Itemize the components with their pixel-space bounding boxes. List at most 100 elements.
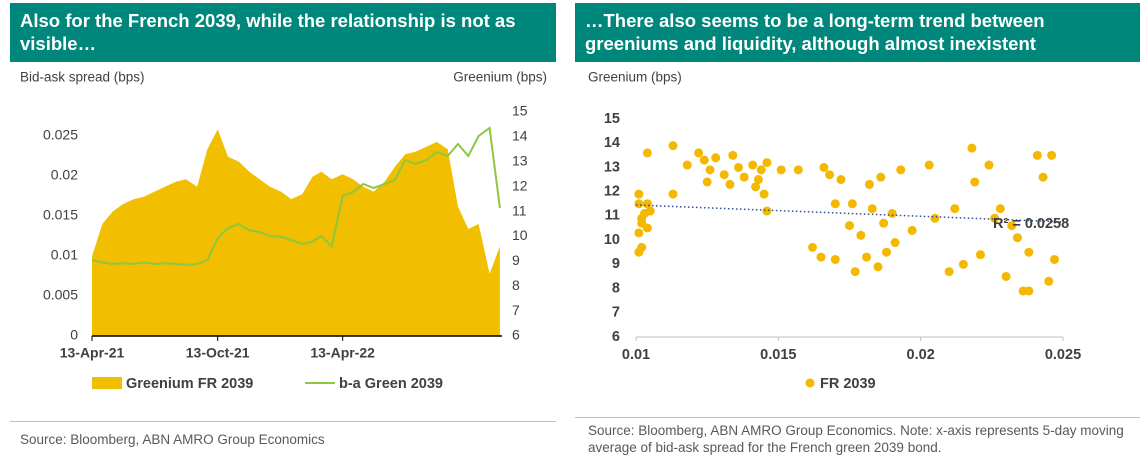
y-tick-label: 14 xyxy=(604,135,620,151)
point xyxy=(867,204,877,214)
y2-tick-label: 9 xyxy=(512,252,520,268)
point xyxy=(879,218,889,228)
y2-tick-label: 12 xyxy=(512,177,528,193)
point xyxy=(1001,271,1011,281)
point xyxy=(825,170,835,180)
chart-title: Also for the French 2039, while the rela… xyxy=(10,3,556,62)
point xyxy=(751,182,761,192)
point xyxy=(862,252,872,262)
point xyxy=(728,150,738,160)
y-tick-label: 6 xyxy=(612,329,620,345)
point xyxy=(702,177,712,187)
point xyxy=(907,225,917,235)
point xyxy=(845,221,854,231)
separator xyxy=(575,417,1140,418)
y-tick-label: 9 xyxy=(612,256,620,272)
y-tick-label: 12 xyxy=(604,183,620,199)
x-tick-label: 13-Apr-22 xyxy=(310,345,375,361)
point xyxy=(887,208,897,218)
legend-label: b-a Green 2039 xyxy=(339,376,443,392)
point xyxy=(924,160,934,170)
point xyxy=(995,204,1005,214)
point xyxy=(836,175,846,185)
x-tick-label: 0.025 xyxy=(1045,347,1081,363)
point xyxy=(1038,172,1048,182)
trendline xyxy=(635,204,1064,223)
source-note: Source: Bloomberg, ABN AMRO Group Econom… xyxy=(588,423,1124,455)
point xyxy=(668,189,678,199)
point xyxy=(711,153,721,163)
point xyxy=(1012,233,1022,243)
point xyxy=(819,162,829,172)
line xyxy=(91,126,501,266)
point xyxy=(807,242,817,252)
point xyxy=(748,160,758,170)
y-tick-label: 11 xyxy=(605,208,620,224)
y2-tick-label: 13 xyxy=(512,152,528,168)
area xyxy=(92,129,500,336)
point xyxy=(873,262,883,272)
y-tick-label: 0.02 xyxy=(51,167,78,183)
legend-label: Greenium FR 2039 xyxy=(126,376,253,392)
point xyxy=(759,189,769,199)
y-tick-label: 7 xyxy=(612,305,620,321)
point xyxy=(967,143,977,153)
point xyxy=(847,199,857,209)
point xyxy=(739,172,749,182)
point xyxy=(756,165,766,175)
point xyxy=(705,165,715,175)
point xyxy=(896,165,906,175)
point xyxy=(950,204,960,214)
x-tick-label: 0.015 xyxy=(760,347,796,363)
legend-label: FR 2039 xyxy=(820,376,876,392)
annotation: R² = 0.0258 xyxy=(993,216,1069,232)
point xyxy=(1024,247,1034,257)
point xyxy=(699,155,709,165)
chart-title: …There also seems to be a long-term tren… xyxy=(575,3,1140,62)
point xyxy=(634,199,644,209)
point xyxy=(1049,254,1059,264)
x-tick-label: 13-Apr-21 xyxy=(60,345,125,361)
point xyxy=(816,252,826,262)
y2-tick-label: 8 xyxy=(512,277,520,293)
point xyxy=(725,179,735,189)
y2-tick-label: 6 xyxy=(512,327,520,343)
point xyxy=(762,158,772,168)
y-tick-label: 15 xyxy=(604,111,620,127)
point xyxy=(733,162,743,172)
point xyxy=(634,189,644,199)
x-tick-label: 13-Oct-21 xyxy=(186,345,250,361)
point xyxy=(984,160,994,170)
y-tick-label: 0 xyxy=(70,327,78,343)
point xyxy=(856,230,866,240)
point xyxy=(694,148,704,158)
point xyxy=(958,259,968,269)
point xyxy=(634,228,644,238)
point xyxy=(1047,150,1057,160)
source-note: Source: Bloomberg, ABN AMRO Group Econom… xyxy=(20,432,325,447)
y-tick-label: 8 xyxy=(612,280,620,296)
point xyxy=(645,206,655,216)
separator xyxy=(10,421,556,422)
point xyxy=(682,160,692,170)
point xyxy=(668,141,678,151)
point xyxy=(876,172,886,182)
point xyxy=(930,213,940,223)
y-tick-label: 0.025 xyxy=(43,127,78,143)
point xyxy=(850,267,860,277)
y2-tick-label: 14 xyxy=(512,128,528,144)
y2-tick-label: 7 xyxy=(512,302,520,318)
x-tick-label: 0.02 xyxy=(907,347,935,363)
point xyxy=(975,250,985,260)
point xyxy=(642,223,652,233)
y-tick-label: 0.005 xyxy=(43,287,78,303)
point xyxy=(753,175,763,185)
point xyxy=(776,165,786,175)
point xyxy=(944,267,954,277)
point xyxy=(1007,221,1017,231)
point xyxy=(890,238,900,248)
point xyxy=(830,254,840,264)
point xyxy=(1044,276,1054,286)
